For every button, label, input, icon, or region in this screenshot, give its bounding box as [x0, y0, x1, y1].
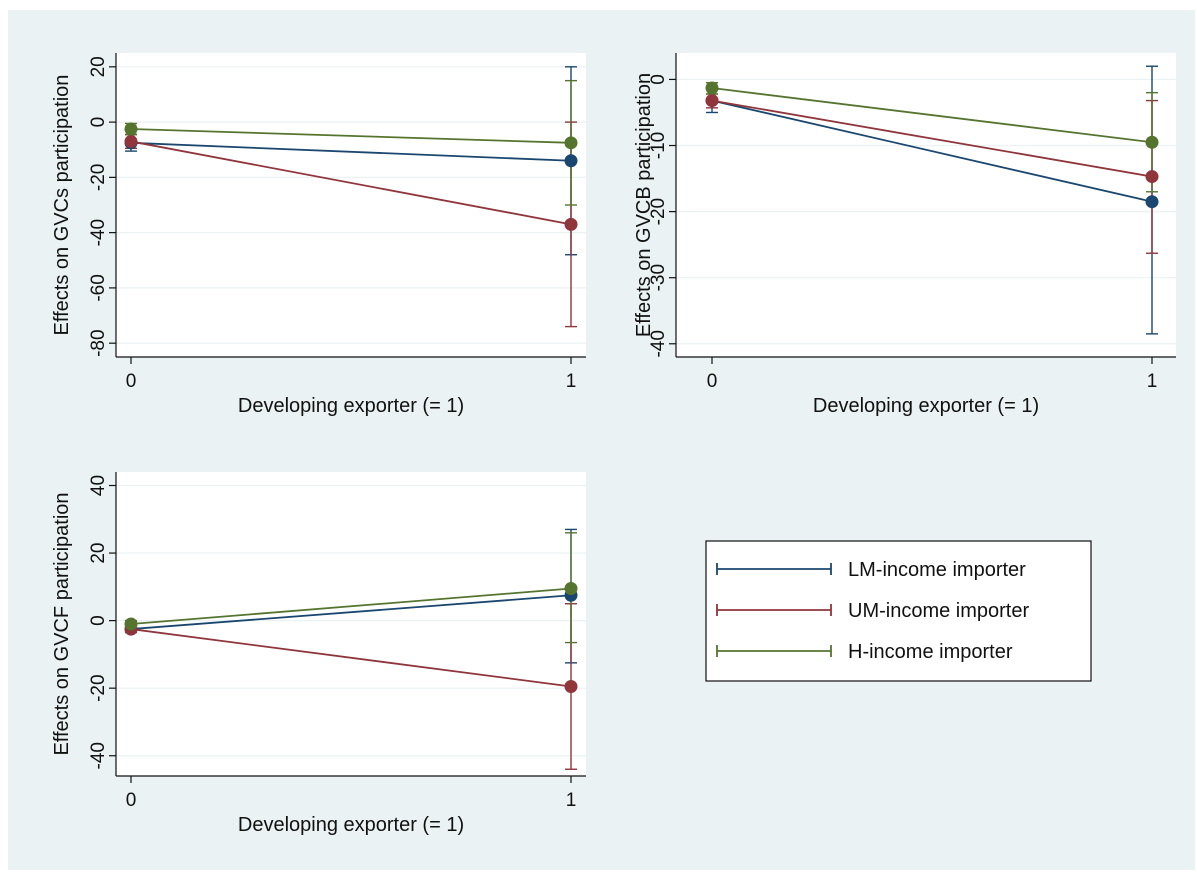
y-tick-label: 0 — [648, 74, 669, 85]
y-tick-label: 0 — [88, 615, 109, 626]
data-point — [564, 217, 578, 231]
grid-lines — [116, 484, 586, 757]
y-axis-label: Effects on GVCF participation — [51, 492, 73, 755]
series-line — [130, 587, 572, 625]
plot-area — [116, 53, 586, 357]
y-tick-label: -40 — [88, 742, 109, 769]
plot-area — [676, 53, 1176, 357]
series-line — [130, 140, 572, 226]
legend-label: UM-income importer — [848, 600, 1029, 622]
x-tick-label: 1 — [566, 371, 577, 392]
series-line — [130, 128, 572, 144]
x-tick-label: 1 — [566, 790, 577, 811]
y-tick-label: -10 — [648, 132, 669, 159]
data-point — [124, 122, 138, 136]
x-tick-label: 0 — [126, 371, 137, 392]
data-point — [564, 582, 578, 596]
y-tick-label: 20 — [88, 542, 109, 563]
y-tick-label: -30 — [648, 264, 669, 291]
data-point — [705, 81, 719, 95]
grid-lines — [676, 78, 1176, 345]
data-point — [564, 679, 578, 693]
y-tick-label: 40 — [88, 475, 109, 496]
data-point — [1145, 135, 1159, 149]
x-tick-label: 1 — [1147, 371, 1158, 392]
x-axis-label: Developing exporter (= 1) — [238, 814, 464, 836]
y-tick-label: -40 — [88, 219, 109, 246]
legend-label: H-income importer — [848, 641, 1013, 663]
data-point — [705, 94, 719, 108]
y-tick-label: 20 — [88, 56, 109, 77]
data-point — [1145, 170, 1159, 184]
data-point — [124, 134, 138, 148]
y-axis-label: Effects on GVCB participation — [633, 73, 655, 337]
panel-gvcb: 0 -10 -20 -30 -40 0 1 Effects on GVCB particip… — [633, 53, 1176, 417]
y-tick-label: -20 — [88, 164, 109, 191]
y-tick-label: -60 — [88, 274, 109, 301]
x-tick-label: 0 — [126, 790, 137, 811]
y-tick-label: -20 — [648, 198, 669, 225]
x-axis-label: Developing exporter (= 1) — [238, 395, 464, 417]
x-axis-label: Developing exporter (= 1) — [813, 395, 1039, 417]
legend-label: LM-income importer — [848, 559, 1026, 581]
legend: LM-income importer UM-income importer H-in… — [705, 540, 1092, 682]
data-point — [124, 617, 138, 631]
data-point — [564, 136, 578, 150]
x-tick-label: 0 — [707, 371, 718, 392]
data-point — [1145, 195, 1159, 209]
series-line — [711, 99, 1153, 178]
series-line — [711, 87, 1153, 144]
series-line — [130, 141, 572, 162]
y-tick-label: 0 — [88, 117, 109, 128]
legend-box — [705, 540, 1092, 682]
series-layer — [124, 66, 578, 328]
series-layer — [705, 65, 1159, 335]
grid-lines — [116, 66, 586, 344]
y-tick-label: -20 — [88, 674, 109, 701]
panel-gvcf: 40 20 0 -20 -40 0 1 Effects on GVCF participat… — [51, 472, 586, 836]
y-tick-label: -80 — [88, 329, 109, 356]
data-point — [564, 154, 578, 168]
axes: 20 0 -20 -40 -60 -80 0 1 — [88, 53, 586, 392]
y-tick-label: -40 — [648, 330, 669, 357]
series-line — [711, 99, 1153, 203]
y-axis-label: Effects on GVCs participation — [51, 75, 73, 336]
series-line — [130, 594, 572, 630]
series-layer — [124, 528, 578, 770]
axes: 0 -10 -20 -30 -40 0 1 — [648, 53, 1176, 392]
panel-gvcs: 20 0 -20 -40 -60 -80 0 1 Effects on GVCs partic… — [51, 53, 586, 417]
series-line — [130, 628, 572, 688]
axes: 40 20 0 -20 -40 0 1 — [88, 472, 586, 811]
